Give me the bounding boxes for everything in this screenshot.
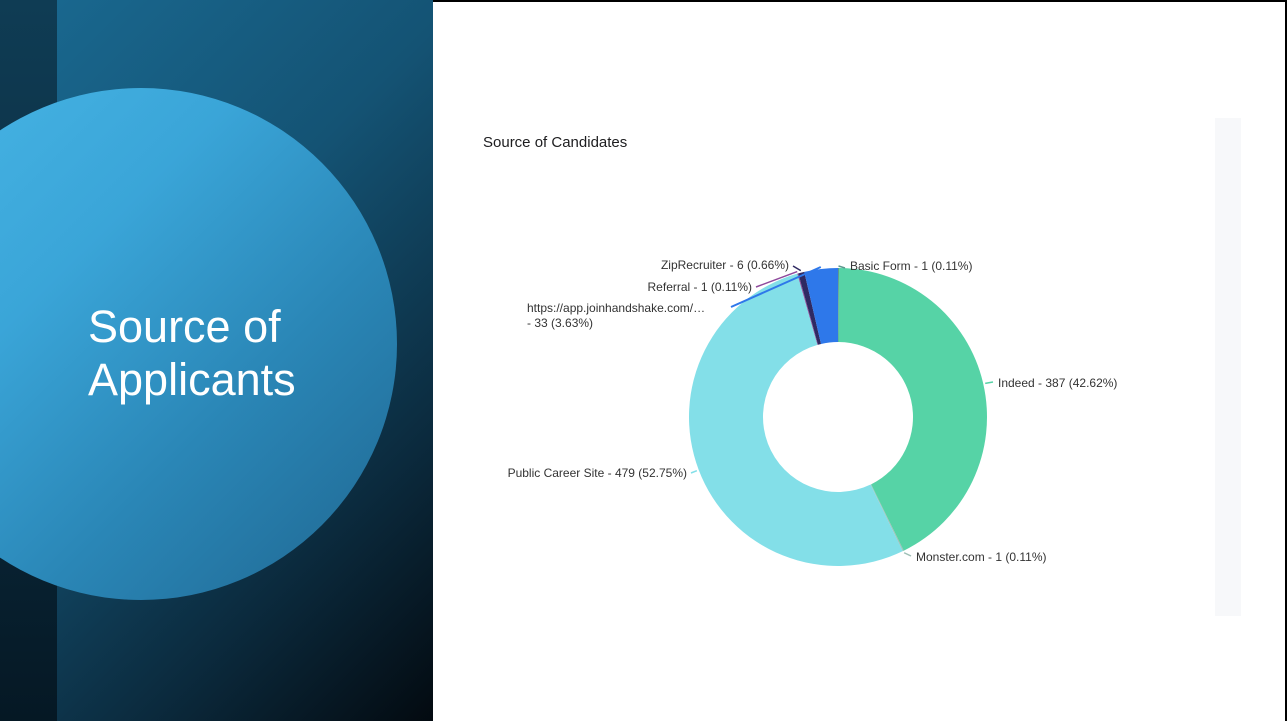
label-basic-form: Basic Form - 1 (0.11%): [850, 259, 972, 273]
leader-line: [903, 552, 912, 557]
slice-public-career-site[interactable]: [688, 273, 903, 567]
chart-title: Source of Candidates: [483, 134, 628, 151]
leader-line: [755, 270, 798, 288]
label-public-career-site: Public Career Site - 479 (52.75%): [508, 466, 687, 480]
slice-referral[interactable]: [797, 273, 819, 345]
label-indeed: Indeed - 387 (42.62%): [998, 376, 1117, 390]
side-scroll-panel: [1215, 118, 1241, 616]
label-ziprecruiter: ZipRecruiter - 6 (0.66%): [661, 258, 789, 272]
leader-line: [730, 266, 822, 308]
decorative-circle: [0, 88, 397, 600]
slice-https-app-joinhandshake-com[interactable]: [804, 268, 838, 344]
title-panel: Source of Applicants: [0, 0, 433, 721]
leader-line: [838, 265, 846, 269]
slide-title-line-1: Source of: [88, 301, 281, 352]
content-frame: [433, 0, 1287, 721]
slice-indeed[interactable]: [838, 268, 987, 551]
slide-title: Source of Applicants: [88, 300, 408, 406]
slice-ziprecruiter[interactable]: [798, 271, 822, 345]
donut-slices: [688, 268, 987, 567]
leader-line: [690, 469, 698, 474]
label-handshake-line-1: https://app.joinhandshake.com/…: [527, 301, 705, 315]
donut-chart: Basic Form - 1 (0.11%) Indeed - 387 (42.…: [508, 258, 1117, 567]
slice-basic-form[interactable]: [838, 268, 840, 343]
label-monster: Monster.com - 1 (0.11%): [916, 550, 1047, 564]
leader-lines: [690, 265, 994, 557]
slide-title-line-2: Applicants: [88, 354, 296, 405]
leader-line: [985, 381, 994, 385]
label-referral: Referral - 1 (0.11%): [648, 280, 752, 294]
label-handshake-line-2: - 33 (3.63%): [527, 316, 593, 330]
slice-monster-com[interactable]: [870, 484, 904, 552]
leader-line: [792, 265, 802, 272]
